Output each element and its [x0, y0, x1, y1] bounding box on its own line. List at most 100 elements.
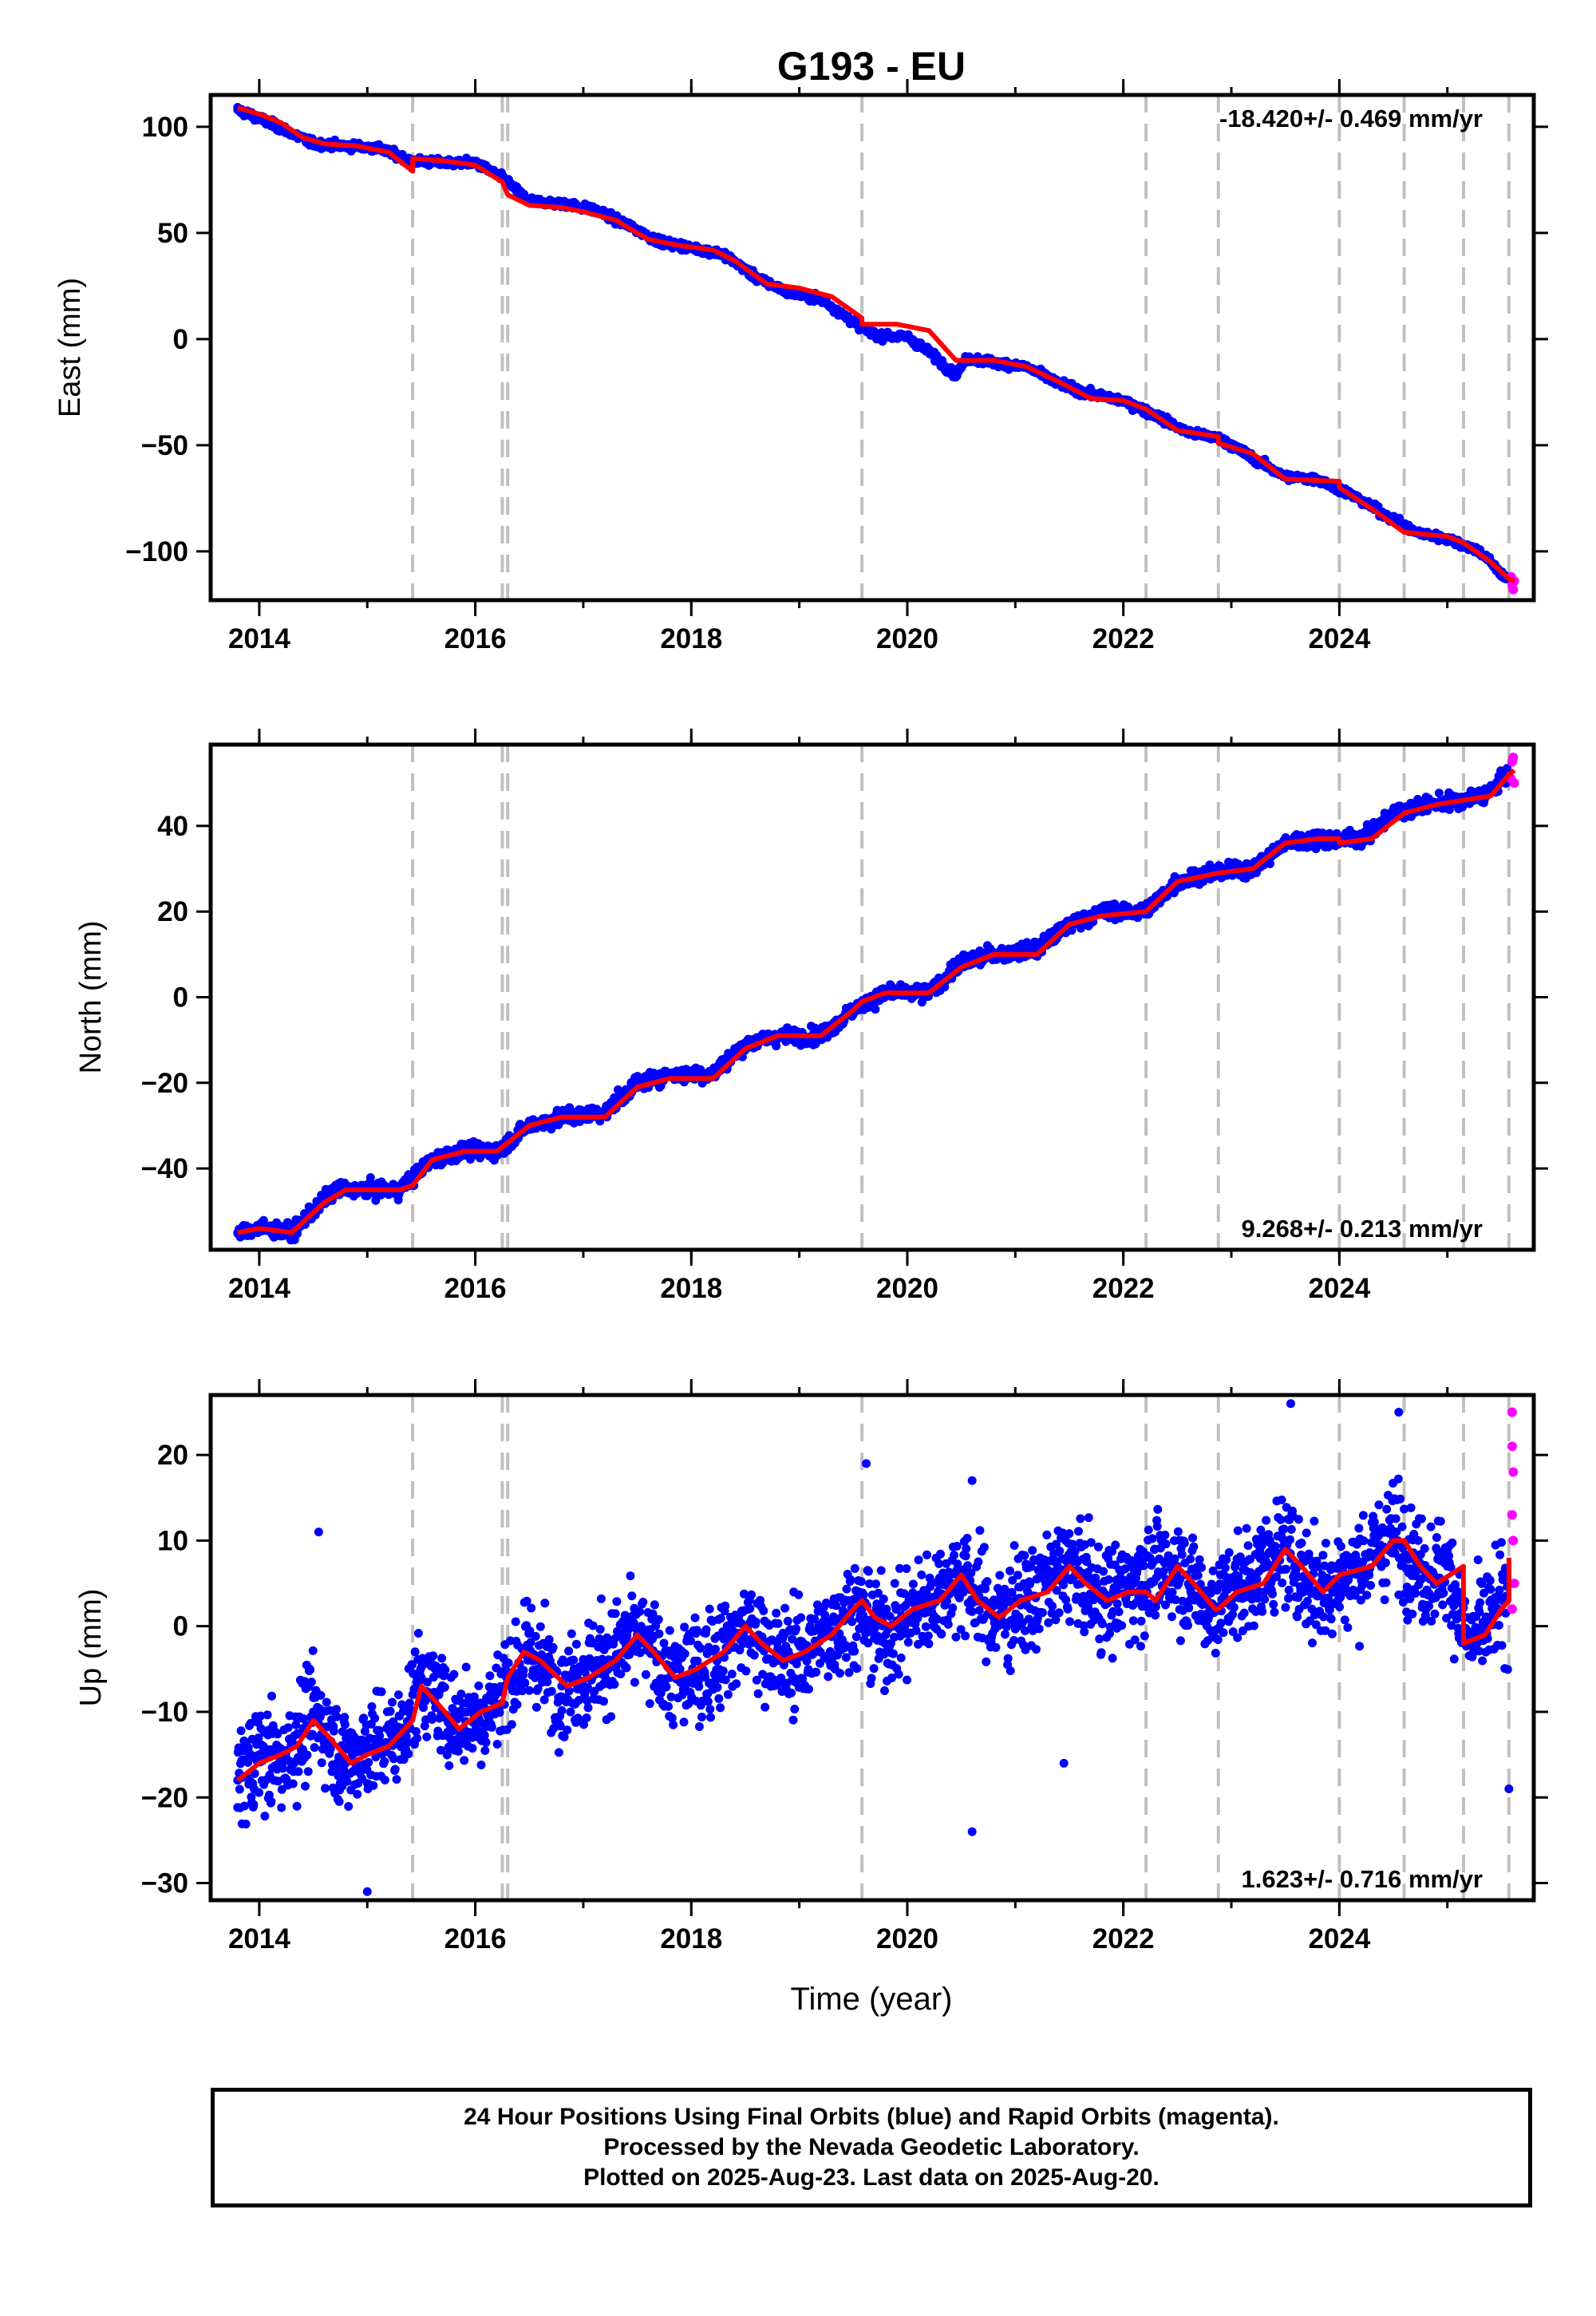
east-x-tick-label: 2022: [1092, 623, 1155, 654]
up-final-point: [635, 1607, 644, 1616]
east-x-tick-label: 2016: [444, 623, 507, 654]
up-final-point: [520, 1678, 530, 1688]
north-rapid-point: [1509, 778, 1519, 788]
up-final-point: [283, 1723, 293, 1733]
up-final-point: [364, 1757, 373, 1767]
up-final-point: [392, 1775, 401, 1784]
up-final-point: [554, 1748, 563, 1757]
up-final-point: [564, 1646, 574, 1656]
east-x-tick-label: 2014: [228, 623, 290, 654]
up-final-point: [241, 1820, 251, 1829]
east-y-tick-label: 100: [142, 112, 188, 143]
north-x-tick-label: 2020: [876, 1273, 938, 1304]
up-final-point: [519, 1666, 528, 1675]
east-model-line: [236, 105, 1515, 583]
up-final-point: [547, 1686, 556, 1696]
up-final-point: [437, 1654, 447, 1663]
east-x-tick-label: 2024: [1308, 623, 1370, 654]
up-final-point: [302, 1750, 312, 1760]
east-final-point: [784, 287, 793, 297]
east-final-point: [951, 370, 961, 380]
up-final-point: [288, 1779, 298, 1788]
up-final-point: [504, 1658, 513, 1668]
north-x-tick-label: 2018: [660, 1273, 722, 1304]
north-y-tick-label: 0: [173, 982, 188, 1014]
north-final-point: [871, 1005, 880, 1014]
up-final-point: [495, 1708, 504, 1717]
up-final-point: [342, 1777, 352, 1786]
north-final-point: [1434, 788, 1444, 798]
up-final-point: [385, 1706, 395, 1716]
east-final-point: [870, 330, 879, 340]
up-final-point: [301, 1781, 310, 1791]
up-final-point: [567, 1629, 576, 1638]
up-final-point: [544, 1634, 554, 1644]
up-final-point: [236, 1726, 246, 1736]
north-final-point: [365, 1173, 375, 1182]
up-final-point: [571, 1639, 581, 1649]
up-final-point: [263, 1710, 272, 1720]
up-final-point: [380, 1775, 389, 1784]
east-y-tick-label: 50: [157, 218, 188, 249]
up-final-point: [507, 1720, 516, 1729]
up-final-point: [292, 1801, 302, 1811]
up-final-point: [487, 1722, 496, 1732]
up-final-point: [474, 1681, 484, 1690]
panel-east: 2014 2016 2018 2020 2022 2024−100−50050100Eas…: [53, 79, 1548, 654]
up-final-point: [524, 1686, 534, 1695]
up-final-point: [563, 1725, 572, 1735]
up-final-point: [548, 1642, 558, 1652]
up-final-point: [340, 1720, 350, 1729]
north-rate-text: 9.268+/- 0.213 mm/yr: [1242, 1215, 1483, 1243]
north-rapid-point: [1508, 753, 1519, 763]
up-final-point: [369, 1780, 378, 1790]
east-y-axis-label: East (mm): [53, 278, 87, 417]
east-y-tick-label: −50: [141, 430, 188, 461]
up-final-point: [316, 1690, 326, 1700]
up-final-point: [468, 1744, 477, 1753]
up-final-point: [422, 1732, 432, 1741]
east-plot-frame: [208, 93, 1536, 603]
up-final-point: [456, 1690, 466, 1699]
up-final-point: [444, 1761, 454, 1770]
up-final-point: [596, 1594, 606, 1603]
up-final-point: [485, 1671, 495, 1681]
east-rapid-point: [1508, 584, 1519, 595]
up-final-point: [627, 1591, 637, 1601]
up-final-point: [332, 1712, 342, 1721]
up-final-point: [380, 1757, 389, 1766]
up-final-point: [390, 1765, 400, 1774]
up-final-point: [599, 1697, 608, 1706]
up-final-point: [334, 1796, 344, 1806]
chart-title: G193 - EU: [777, 44, 966, 89]
up-final-point: [531, 1631, 540, 1641]
north-y-tick-label: −40: [141, 1153, 188, 1184]
up-final-point: [294, 1767, 303, 1777]
up-final-point: [610, 1680, 619, 1689]
up-final-point: [303, 1767, 313, 1777]
up-final-point: [429, 1651, 438, 1661]
up-final-point: [557, 1705, 567, 1715]
panel-up: 2014 2016 2018 2020 2022 2024−30−20−1001020Up…: [74, 1379, 1548, 1954]
up-final-point: [431, 1662, 440, 1671]
east-rate-text: -18.420+/- 0.469 mm/yr: [1219, 105, 1483, 132]
up-final-point: [413, 1629, 423, 1638]
east-x-tick-label: 2018: [660, 623, 722, 654]
up-final-point: [277, 1803, 286, 1812]
up-final-point: [461, 1662, 471, 1672]
north-y-tick-label: 20: [157, 896, 188, 927]
east-x-tick-label: 2020: [876, 623, 938, 654]
up-final-point: [308, 1646, 318, 1655]
up-final-point: [566, 1707, 575, 1717]
up-final-point: [306, 1665, 315, 1674]
north-x-tick-label: 2016: [444, 1273, 507, 1304]
up-final-point: [255, 1788, 264, 1797]
up-final-point: [235, 1784, 244, 1794]
up-final-point: [612, 1597, 622, 1607]
up-final-point: [267, 1797, 276, 1806]
up-final-points: [233, 1399, 1514, 1896]
up-final-point: [249, 1800, 259, 1809]
up-final-point: [306, 1678, 316, 1687]
up-final-point: [630, 1678, 639, 1687]
up-final-point: [260, 1812, 270, 1821]
